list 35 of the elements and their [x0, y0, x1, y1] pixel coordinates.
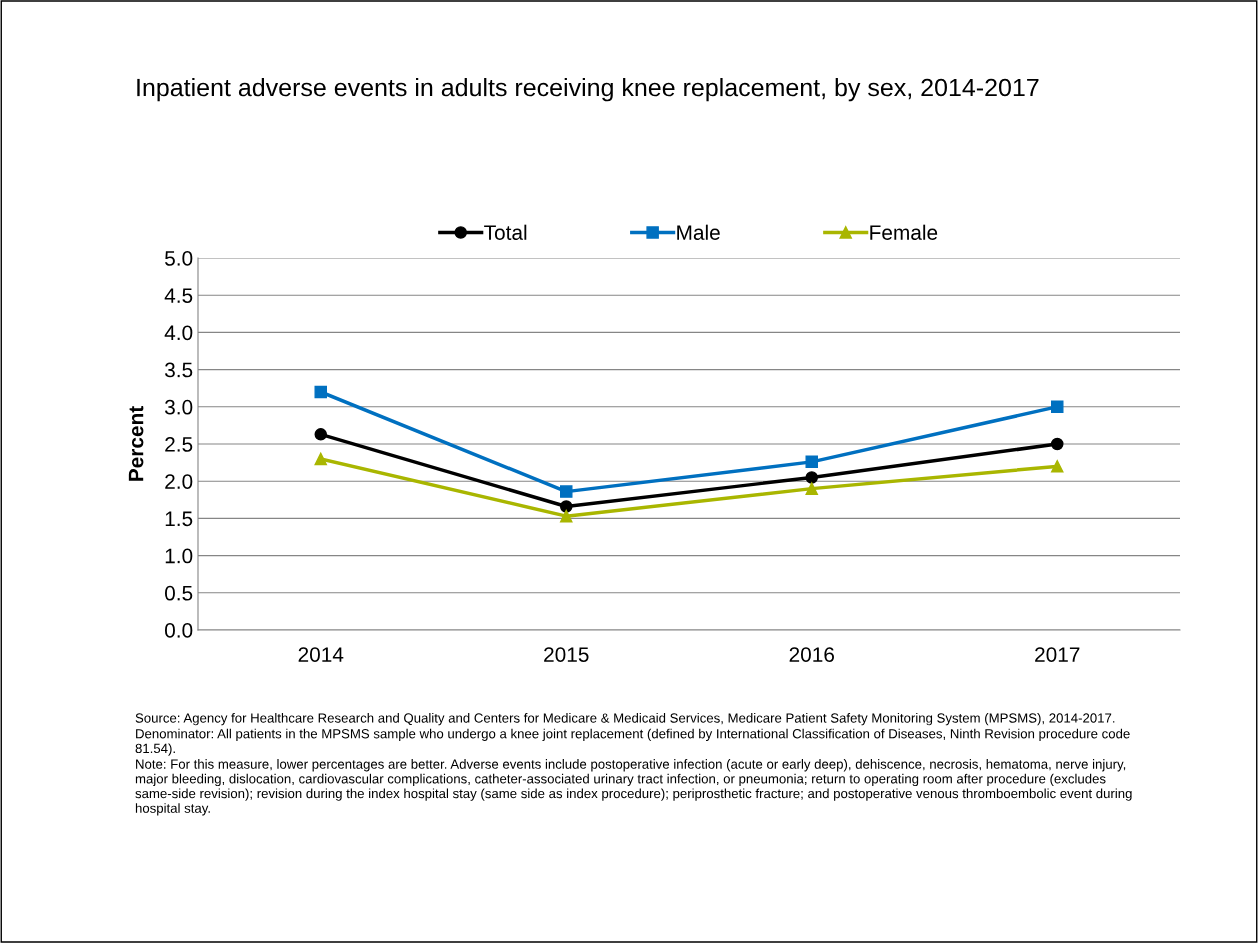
point — [559, 485, 573, 498]
y-tick-label: 2.5 — [165, 437, 193, 452]
point — [805, 471, 819, 484]
point — [314, 385, 328, 399]
y-tick-label: 4.0 — [164, 325, 193, 341]
x-tick-label: 2014 — [298, 647, 344, 662]
point — [559, 509, 573, 523]
y-tick-label: 5.0 — [165, 251, 193, 266]
x-tick-label: 2015 — [544, 647, 589, 662]
point — [1050, 460, 1064, 473]
y-tick-label: 3.0 — [164, 399, 193, 415]
x-tick-label: 2017 — [1035, 647, 1080, 662]
chart-title: Inpatient adverse events in adults receiving knee replacement, by sex, 2014-2017 — [137, 78, 1039, 102]
y-tick-label: 0.5 — [164, 585, 193, 601]
legend-label: Female — [870, 224, 938, 240]
y-tick-label: 1.0 — [165, 548, 193, 564]
point — [314, 428, 328, 441]
text: Denominator: All patients in the MPSMS sample who undergo a knee joint replacement (defined by International Classification of Diseases, Ninth Revision procedure code 81.54). — [135, 728, 1130, 756]
point — [1050, 400, 1064, 414]
point — [559, 500, 573, 513]
y-axis-title: Percent — [128, 406, 144, 481]
legend-label: Male — [677, 224, 720, 240]
y-tick-label: 4.5 — [164, 288, 193, 303]
text: Note: For this measure, lower percentages are better. Adverse events include postoperative infection (acute or early deep), dehiscence, necrosis, hematoma, nerve injury, major bleeding, dislocation, cardiovascular complications, catheter-associated urinary tract infection, or pneumonia; return to operating room after procedure (excludes same-side revision); revision during the index hospital stay (same side as index procedure); periprosthetic fracture; and postoperative venous thromboembolic event during hospital stay. — [135, 759, 1132, 816]
y-tick-label: 1.5 — [165, 511, 193, 527]
y-tick-label: 2.0 — [165, 474, 193, 489]
x-tick-label: 2016 — [789, 647, 835, 662]
y-tick-label: 0.0 — [164, 623, 193, 638]
y-tick-label: 3.5 — [164, 362, 193, 378]
point — [1050, 437, 1064, 451]
legend-label: Total — [484, 224, 527, 240]
point — [314, 452, 328, 466]
point — [805, 482, 819, 495]
source-note: Source: Agency for Healthcare Research and Quality and Centers for Medicare & Medicaid Services, Medicare Patient Safety Monitoring System (MPSMS), 2014-2017. — [135, 713, 1115, 726]
point — [805, 455, 819, 469]
